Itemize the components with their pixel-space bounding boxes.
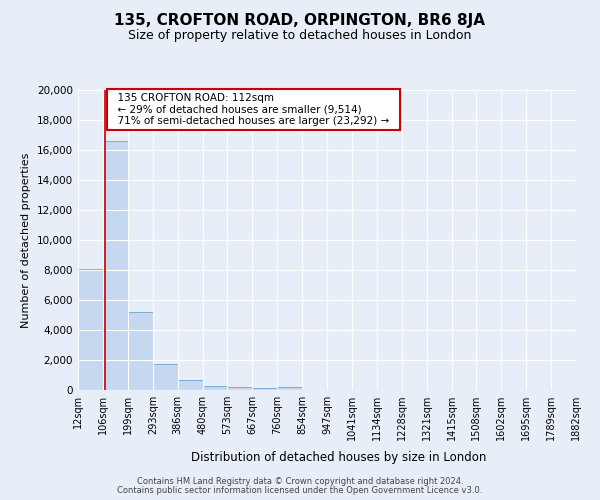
Text: 135 CROFTON ROAD: 112sqm
  ← 29% of detached houses are smaller (9,514)
  71% of: 135 CROFTON ROAD: 112sqm ← 29% of detach… — [111, 93, 395, 126]
Bar — [277, 387, 302, 390]
Text: 135, CROFTON ROAD, ORPINGTON, BR6 8JA: 135, CROFTON ROAD, ORPINGTON, BR6 8JA — [115, 12, 485, 28]
Bar — [103, 141, 128, 390]
Bar — [178, 380, 203, 390]
Text: Size of property relative to detached houses in London: Size of property relative to detached ho… — [128, 28, 472, 42]
Bar — [78, 268, 103, 390]
Bar — [253, 388, 277, 390]
Text: Contains HM Land Registry data © Crown copyright and database right 2024.: Contains HM Land Registry data © Crown c… — [137, 477, 463, 486]
Bar — [128, 312, 153, 390]
Y-axis label: Number of detached properties: Number of detached properties — [22, 152, 31, 328]
Bar — [203, 386, 227, 390]
Bar — [153, 364, 178, 390]
Text: Contains public sector information licensed under the Open Government Licence v3: Contains public sector information licen… — [118, 486, 482, 495]
Bar — [227, 387, 253, 390]
Text: Distribution of detached houses by size in London: Distribution of detached houses by size … — [191, 451, 487, 464]
